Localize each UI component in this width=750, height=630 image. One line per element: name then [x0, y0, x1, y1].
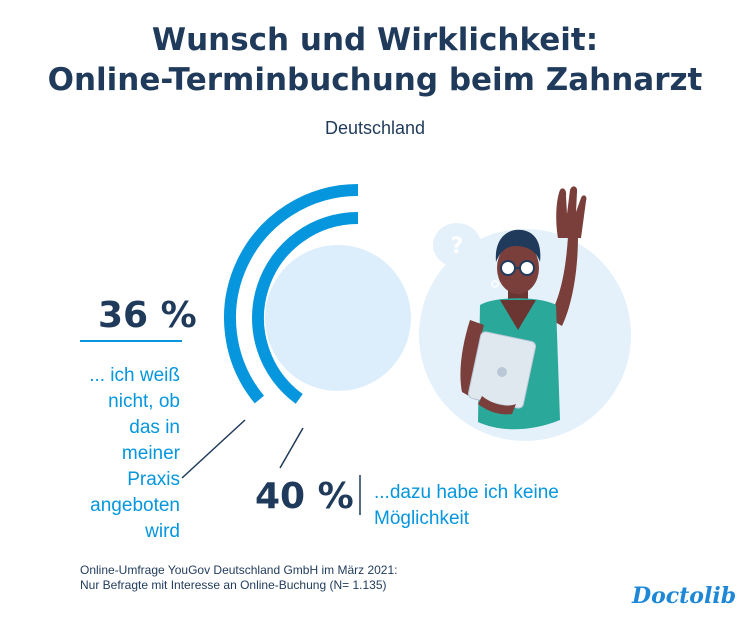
doctolib-logo: Doctolib [632, 583, 737, 609]
raised-arm [548, 236, 578, 326]
center-circle [265, 245, 411, 391]
person-illustration: ? [419, 186, 631, 441]
glasses-icon [500, 260, 535, 276]
earring [491, 280, 499, 288]
stat1-line: angeboten [90, 495, 180, 516]
stat2-value: 40 % [255, 476, 354, 517]
stat1-leader-line [181, 419, 246, 479]
question-bubble-icon: ? [433, 223, 481, 276]
arc-1 [224, 184, 359, 404]
hair [495, 229, 541, 262]
stat1-line: das in [129, 417, 180, 438]
source-note: Online-Umfrage YouGov Deutschland GmbH i… [80, 563, 397, 593]
stat1-description: ... ich weiß nicht, ob das in meiner Pra… [70, 363, 180, 545]
chart-subtitle: Deutschland [324, 118, 426, 138]
stat2-leader-line [279, 427, 304, 469]
hand-holding-laptop [478, 396, 516, 415]
title-line-1: Wunsch und Wirklichkeit: [151, 22, 599, 58]
stat1-line: nicht, ob [108, 391, 180, 412]
stat1-line: meiner [121, 443, 180, 464]
stat2-description: ...dazu habe ich keine Möglichkeit [374, 480, 559, 532]
stat1-line: wird [145, 521, 180, 542]
raised-hand [556, 186, 587, 238]
source-line-2: Nur Befragte mit Interesse an Online-Buc… [80, 578, 387, 592]
arc-2 [252, 212, 359, 404]
source-line-1: Online-Umfrage YouGov Deutschland GmbH i… [80, 563, 398, 577]
arc-group [224, 184, 359, 404]
svg-text:?: ? [451, 234, 464, 259]
chart-title: Wunsch und Wirklichkeit: Online-Terminbu… [0, 20, 750, 100]
stat1-value: 36 % [98, 295, 197, 336]
neckline [500, 300, 536, 330]
left-arm [460, 320, 484, 400]
stat2-line: Möglichkeit [374, 508, 470, 529]
stat2-line: ...dazu habe ich keine [374, 482, 559, 503]
stat1-line: ... ich weiß [89, 365, 180, 386]
title-line-2: Online-Terminbuchung beim Zahnarzt [47, 62, 703, 98]
stat1-line: Praxis [127, 469, 180, 490]
